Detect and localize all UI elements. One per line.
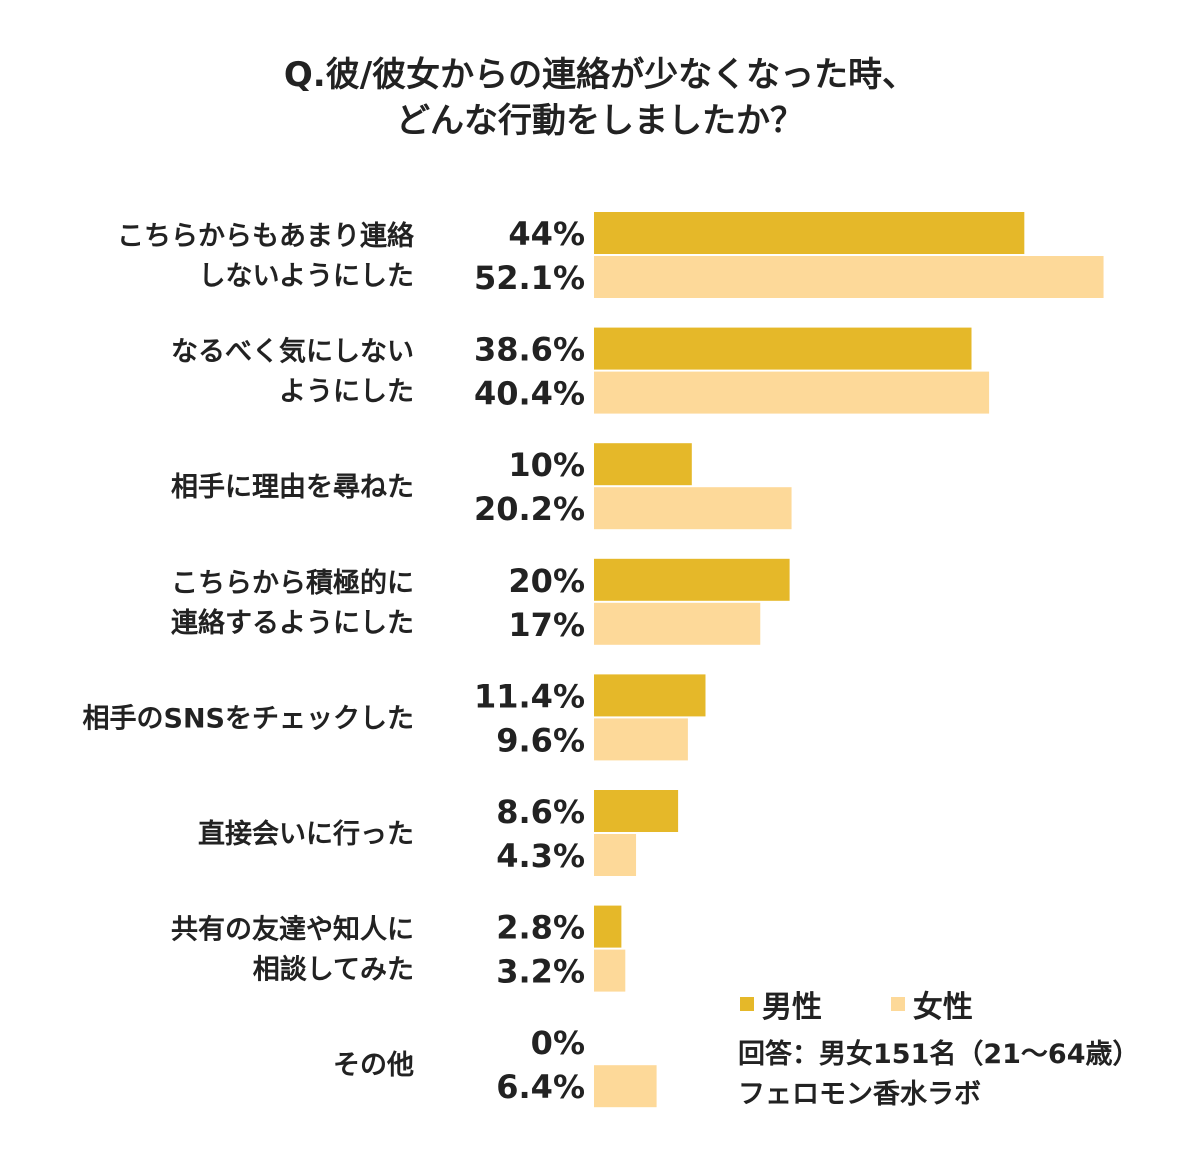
bar-male xyxy=(594,558,790,601)
bar-female xyxy=(594,256,1104,298)
bar-male xyxy=(594,674,706,717)
category-label: 相談してみた xyxy=(253,954,414,986)
title-line-1: Q.彼/彼女からの連絡が少なくなった時、 xyxy=(283,55,917,95)
value-label: 17% xyxy=(508,606,585,644)
value-label: 52.1% xyxy=(474,259,585,297)
value-label: 0% xyxy=(531,1024,585,1062)
bar-male xyxy=(594,327,972,370)
category-label: ようにした xyxy=(279,377,414,408)
respondent-note: 回答：男女151名（21～64歳） xyxy=(738,1039,1140,1070)
legend: 男性 女性 xyxy=(740,982,973,1026)
value-label: 44% xyxy=(508,215,585,253)
bar-male xyxy=(594,212,1025,254)
category-label: 連絡するようにした xyxy=(171,607,414,639)
value-label: 6.4% xyxy=(496,1068,585,1106)
category-label: 共有の友達や知人に xyxy=(171,915,414,946)
category-label: なるべく気にしない xyxy=(171,336,414,368)
legend-swatch-male xyxy=(740,997,754,1011)
category-label: 相手に理由を尋ねた xyxy=(171,472,414,503)
bar-male xyxy=(594,443,692,486)
bar-female xyxy=(594,371,990,414)
value-label: 38.6% xyxy=(474,331,585,369)
category-label: 相手のSNSをチェックした xyxy=(83,703,415,734)
value-label: 40.4% xyxy=(474,375,585,413)
title-line-2: どんな行動をしましたか？ xyxy=(396,101,804,141)
legend-label-female: 女性 xyxy=(912,990,973,1025)
bar-female xyxy=(594,718,688,761)
bar-female xyxy=(594,487,792,530)
bar-female xyxy=(594,949,626,992)
bar-male xyxy=(594,905,622,948)
value-label: 3.2% xyxy=(496,953,585,991)
bar-male xyxy=(594,790,679,832)
category-label: 直接会いに行った xyxy=(198,818,414,850)
value-label: 11.4% xyxy=(474,677,585,715)
value-label: 10% xyxy=(508,446,585,484)
legend-label-male: 男性 xyxy=(762,990,822,1025)
bar-female xyxy=(594,602,761,645)
value-label: 20% xyxy=(508,562,585,600)
legend-swatch-female xyxy=(890,997,905,1011)
value-label: 4.3% xyxy=(496,837,585,875)
category-label: しないようにした xyxy=(199,261,414,292)
value-label: 9.6% xyxy=(496,721,585,759)
value-label: 20.2% xyxy=(474,490,585,528)
value-label: 8.6% xyxy=(496,793,585,831)
category-label: その他 xyxy=(333,1050,414,1081)
bar-female xyxy=(594,1065,657,1108)
category-label: こちらからもあまり連絡 xyxy=(117,220,415,252)
source-note: フェロモン香水ラボ xyxy=(738,1079,981,1110)
value-label: 2.8% xyxy=(496,909,585,947)
chart-title: Q.彼/彼女からの連絡が少なくなった時、 どんな行動をしましたか？ xyxy=(0,52,1200,144)
category-label: こちらから積極的に xyxy=(171,567,414,599)
bar-female xyxy=(594,834,637,876)
